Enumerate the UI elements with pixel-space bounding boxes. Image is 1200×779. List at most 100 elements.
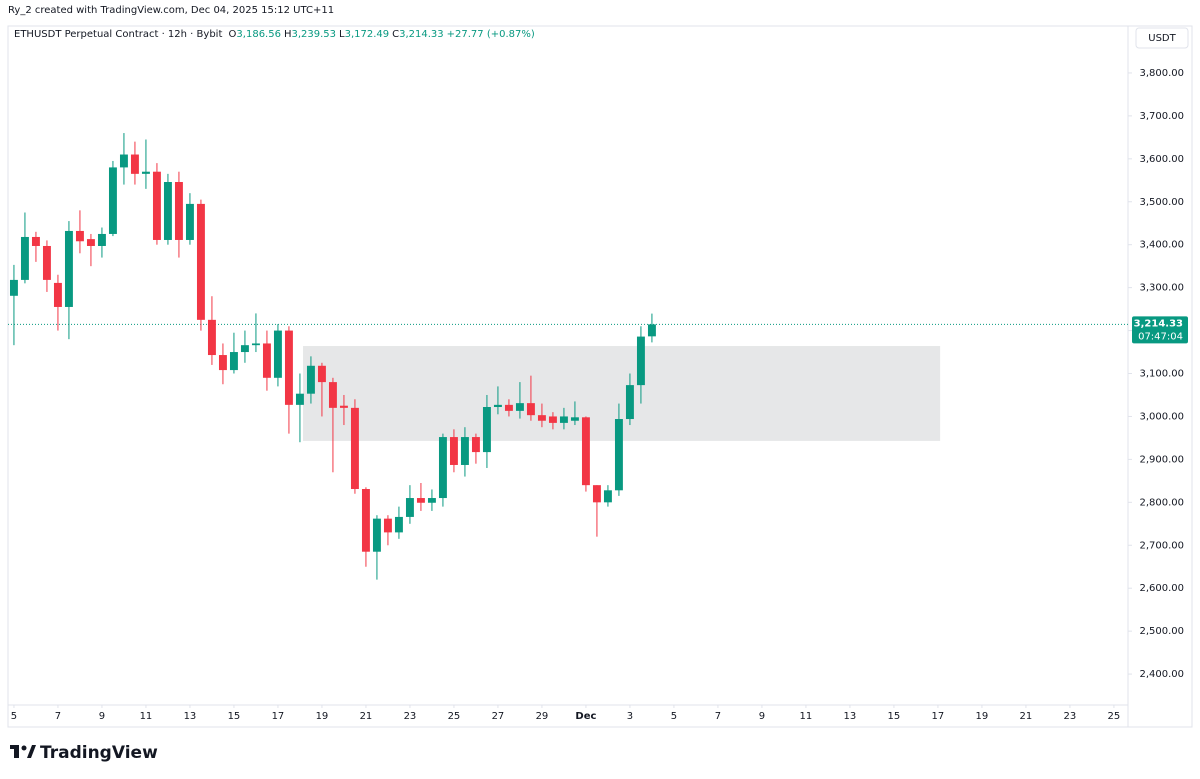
y-tick-label: 3,700.00 bbox=[1139, 111, 1184, 122]
currency-button[interactable] bbox=[1135, 27, 1189, 49]
candle-body bbox=[174, 182, 183, 240]
x-tick-label: 9 bbox=[99, 711, 105, 722]
candle-body bbox=[295, 393, 304, 405]
candle-body bbox=[614, 419, 623, 491]
y-tick-label: 2,600.00 bbox=[1139, 583, 1184, 594]
y-tick-label: 2,500.00 bbox=[1139, 626, 1184, 637]
y-tick-label: 3,600.00 bbox=[1139, 154, 1184, 165]
y-tick-label: 3,500.00 bbox=[1139, 197, 1184, 208]
ohlc-key: H bbox=[283, 29, 292, 40]
candle-body bbox=[196, 203, 205, 320]
x-tick-label: 15 bbox=[888, 711, 901, 722]
y-tick-label: 2,700.00 bbox=[1139, 540, 1184, 551]
candle-body bbox=[504, 404, 513, 411]
x-tick-label: 29 bbox=[536, 711, 549, 722]
x-tick-label: 9 bbox=[759, 711, 765, 722]
candle-body bbox=[394, 516, 403, 533]
logo bbox=[10, 745, 36, 758]
price-label: 3,214.33 bbox=[1134, 318, 1183, 329]
x-tick-label: 7 bbox=[55, 711, 61, 722]
x-tick-label: 17 bbox=[272, 711, 285, 722]
candle-body bbox=[603, 490, 612, 503]
candle-body bbox=[460, 437, 469, 465]
y-tick-label: 3,400.00 bbox=[1139, 240, 1184, 251]
candle-body bbox=[86, 239, 95, 246]
candle-body bbox=[108, 167, 117, 234]
candle-body bbox=[284, 330, 293, 405]
candle-body bbox=[647, 324, 656, 337]
candle-body bbox=[625, 385, 634, 420]
x-tick-label: 5 bbox=[11, 711, 17, 722]
y-tick-label: 3,000.00 bbox=[1139, 411, 1184, 422]
candle-body bbox=[185, 203, 194, 240]
candle-body bbox=[350, 407, 359, 490]
candle-body bbox=[328, 382, 337, 408]
candle-body bbox=[526, 403, 535, 416]
candle-body bbox=[592, 485, 601, 503]
candle-body bbox=[438, 437, 447, 499]
candle-body bbox=[240, 345, 249, 353]
candle-body bbox=[339, 405, 348, 408]
candle-body bbox=[251, 343, 260, 346]
candle-body bbox=[405, 498, 414, 517]
candle-body bbox=[273, 330, 282, 378]
candle-body bbox=[581, 417, 590, 486]
candle-body bbox=[31, 236, 40, 246]
change: +27.77 (+0.87%) bbox=[446, 29, 535, 40]
x-tick-label: 13 bbox=[844, 711, 857, 722]
ohlc-key: L bbox=[339, 29, 345, 40]
candle-body bbox=[559, 416, 568, 423]
candle-body bbox=[152, 171, 161, 240]
y-tick-label: 2,400.00 bbox=[1139, 669, 1184, 680]
candle-body bbox=[471, 437, 480, 453]
x-tick-label: 17 bbox=[932, 711, 945, 722]
countdown: 07:47:04 bbox=[1138, 331, 1183, 342]
candle-body bbox=[537, 415, 546, 421]
x-tick-label: 3 bbox=[627, 711, 633, 722]
x-tick-label: 19 bbox=[976, 711, 989, 722]
x-tick-label: 23 bbox=[1064, 711, 1077, 722]
candle-body bbox=[372, 518, 381, 552]
candle-body bbox=[449, 437, 458, 465]
candle-body bbox=[218, 355, 227, 371]
ohlc-value: 3,214.33 bbox=[399, 29, 444, 40]
candle-body bbox=[229, 352, 238, 371]
y-tick-label: 3,300.00 bbox=[1139, 283, 1184, 294]
x-tick-label: 27 bbox=[492, 711, 505, 722]
candle-body bbox=[42, 245, 51, 280]
x-tick-label: 5 bbox=[671, 711, 677, 722]
y-tick-label: 3,800.00 bbox=[1139, 68, 1184, 79]
ohlc-value: 3,172.49 bbox=[344, 29, 390, 40]
candle-body bbox=[427, 498, 436, 503]
candle-body bbox=[207, 319, 216, 356]
candle-body bbox=[119, 154, 128, 168]
x-tick-label: 19 bbox=[316, 711, 329, 722]
candle-body bbox=[416, 498, 425, 503]
candle-body bbox=[20, 236, 29, 280]
candle-body bbox=[636, 336, 645, 386]
brand: TradingView bbox=[40, 743, 158, 763]
candle-body bbox=[548, 416, 557, 423]
candle-body bbox=[383, 518, 392, 533]
credit: Ry_2 created with TradingView.com, Dec 0… bbox=[8, 5, 335, 16]
ohlc-value: 3,186.56 bbox=[236, 29, 281, 40]
legend: ETHUSDT Perpetual Contract · 12h · Bybit… bbox=[14, 29, 538, 40]
candle-body bbox=[361, 489, 370, 552]
candle-body bbox=[64, 230, 73, 307]
candle-body bbox=[141, 171, 150, 174]
candle-body bbox=[9, 279, 18, 296]
candle-body bbox=[130, 154, 139, 174]
candle-body bbox=[482, 407, 491, 453]
candle-body bbox=[317, 365, 326, 383]
candle-body bbox=[53, 282, 62, 307]
ohlc-key: C bbox=[392, 29, 400, 40]
y-tick-label: 2,800.00 bbox=[1139, 497, 1184, 508]
x-tick-label: 11 bbox=[800, 711, 813, 722]
candle-body bbox=[306, 365, 315, 394]
candle-body bbox=[262, 343, 271, 378]
candle-body bbox=[570, 417, 579, 421]
x-tick-label: 11 bbox=[140, 711, 153, 722]
x-tick-label: Dec bbox=[575, 711, 596, 722]
currency[interactable]: USDT bbox=[1148, 33, 1176, 44]
